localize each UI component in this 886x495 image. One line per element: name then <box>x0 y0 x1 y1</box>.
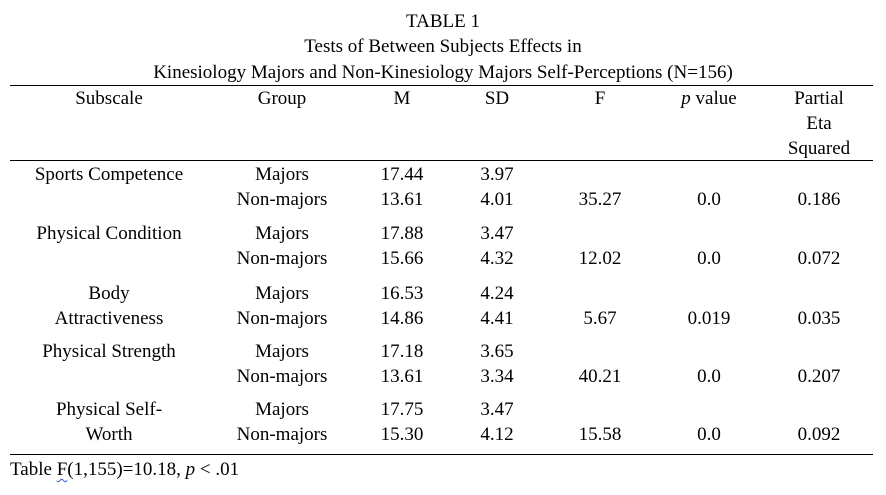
mean-value: 17.44 <box>380 164 424 185</box>
f-value: 35.27 <box>578 189 622 210</box>
f-value: 5.67 <box>583 308 617 329</box>
sd-value: 3.65 <box>480 341 514 362</box>
table-label: TABLE 1 <box>406 11 480 32</box>
footnote-f-letter: F <box>56 459 68 480</box>
top-rule <box>10 85 873 86</box>
subscale-label: Physical Condition <box>36 223 182 244</box>
group-label: Non-majors <box>236 189 328 210</box>
header-group: Group <box>257 88 307 109</box>
p-value: 0.0 <box>697 366 721 387</box>
header-sd: SD <box>484 88 510 109</box>
subscale-label: Worth <box>85 424 133 445</box>
footnote-suffix: < .01 <box>195 459 240 480</box>
footnote-middle: (1,155)=10.18, <box>67 459 186 480</box>
footnote-p-letter: p <box>185 459 196 480</box>
eta-squared-value: 0.207 <box>797 366 841 387</box>
f-value: 15.58 <box>578 424 622 445</box>
p-value: 0.0 <box>697 248 721 269</box>
mean-value: 17.88 <box>380 223 424 244</box>
header-subscale: Subscale <box>75 88 143 109</box>
subscale-label: Sports Competence <box>34 164 184 185</box>
table-title-line1: Tests of Between Subjects Effects in <box>304 36 582 57</box>
header-eta-line2: Eta <box>806 113 832 134</box>
group-label: Non-majors <box>236 366 328 387</box>
sd-value: 4.12 <box>480 424 514 445</box>
sd-value: 3.34 <box>480 366 514 387</box>
header-rule <box>10 160 873 161</box>
subscale-label: Physical Self- <box>55 399 163 420</box>
mean-value: 14.86 <box>380 308 424 329</box>
f-value: 12.02 <box>578 248 622 269</box>
sd-value: 3.47 <box>480 399 514 420</box>
bottom-rule <box>10 454 873 455</box>
table-footnote: Table F(1,155)=10.18, p < .01 <box>10 460 239 479</box>
header-m: M <box>393 88 411 109</box>
eta-squared-value: 0.186 <box>797 189 841 210</box>
header-eta-line1: Partial <box>794 88 844 109</box>
mean-value: 17.18 <box>380 341 424 362</box>
subscale-label: Body <box>88 283 130 304</box>
group-label: Non-majors <box>236 424 328 445</box>
p-value: 0.0 <box>697 424 721 445</box>
group-label: Majors <box>255 223 309 244</box>
group-label: Non-majors <box>236 308 328 329</box>
eta-squared-value: 0.092 <box>797 424 841 445</box>
eta-squared-value: 0.035 <box>797 308 841 329</box>
subscale-label: Attractiveness <box>54 308 164 329</box>
f-value: 40.21 <box>578 366 622 387</box>
mean-value: 15.66 <box>380 248 424 269</box>
group-label: Majors <box>255 399 309 420</box>
sd-value: 4.01 <box>480 189 514 210</box>
mean-value: 16.53 <box>380 283 424 304</box>
mean-value: 15.30 <box>380 424 424 445</box>
eta-squared-value: 0.072 <box>797 248 841 269</box>
sd-value: 3.47 <box>480 223 514 244</box>
p-value: 0.0 <box>697 189 721 210</box>
footnote-prefix: Table <box>10 459 57 480</box>
subscale-label: Physical Strength <box>42 341 176 362</box>
table-title-line2: Kinesiology Majors and Non-Kinesiology M… <box>153 62 733 83</box>
header-p-value: p value <box>681 89 736 108</box>
group-label: Non-majors <box>236 248 328 269</box>
header-p-rest: value <box>690 88 737 109</box>
mean-value: 13.61 <box>380 366 424 387</box>
group-label: Majors <box>255 283 309 304</box>
mean-value: 17.75 <box>380 399 424 420</box>
header-f: F <box>594 88 606 109</box>
sd-value: 4.24 <box>480 283 514 304</box>
sd-value: 3.97 <box>480 164 514 185</box>
header-p-letter: p <box>681 88 691 109</box>
mean-value: 13.61 <box>380 189 424 210</box>
sd-value: 4.41 <box>480 308 514 329</box>
group-label: Majors <box>255 341 309 362</box>
p-value: 0.019 <box>687 308 731 329</box>
sd-value: 4.32 <box>480 248 514 269</box>
group-label: Majors <box>255 164 309 185</box>
header-eta-line3: Squared <box>787 138 851 159</box>
